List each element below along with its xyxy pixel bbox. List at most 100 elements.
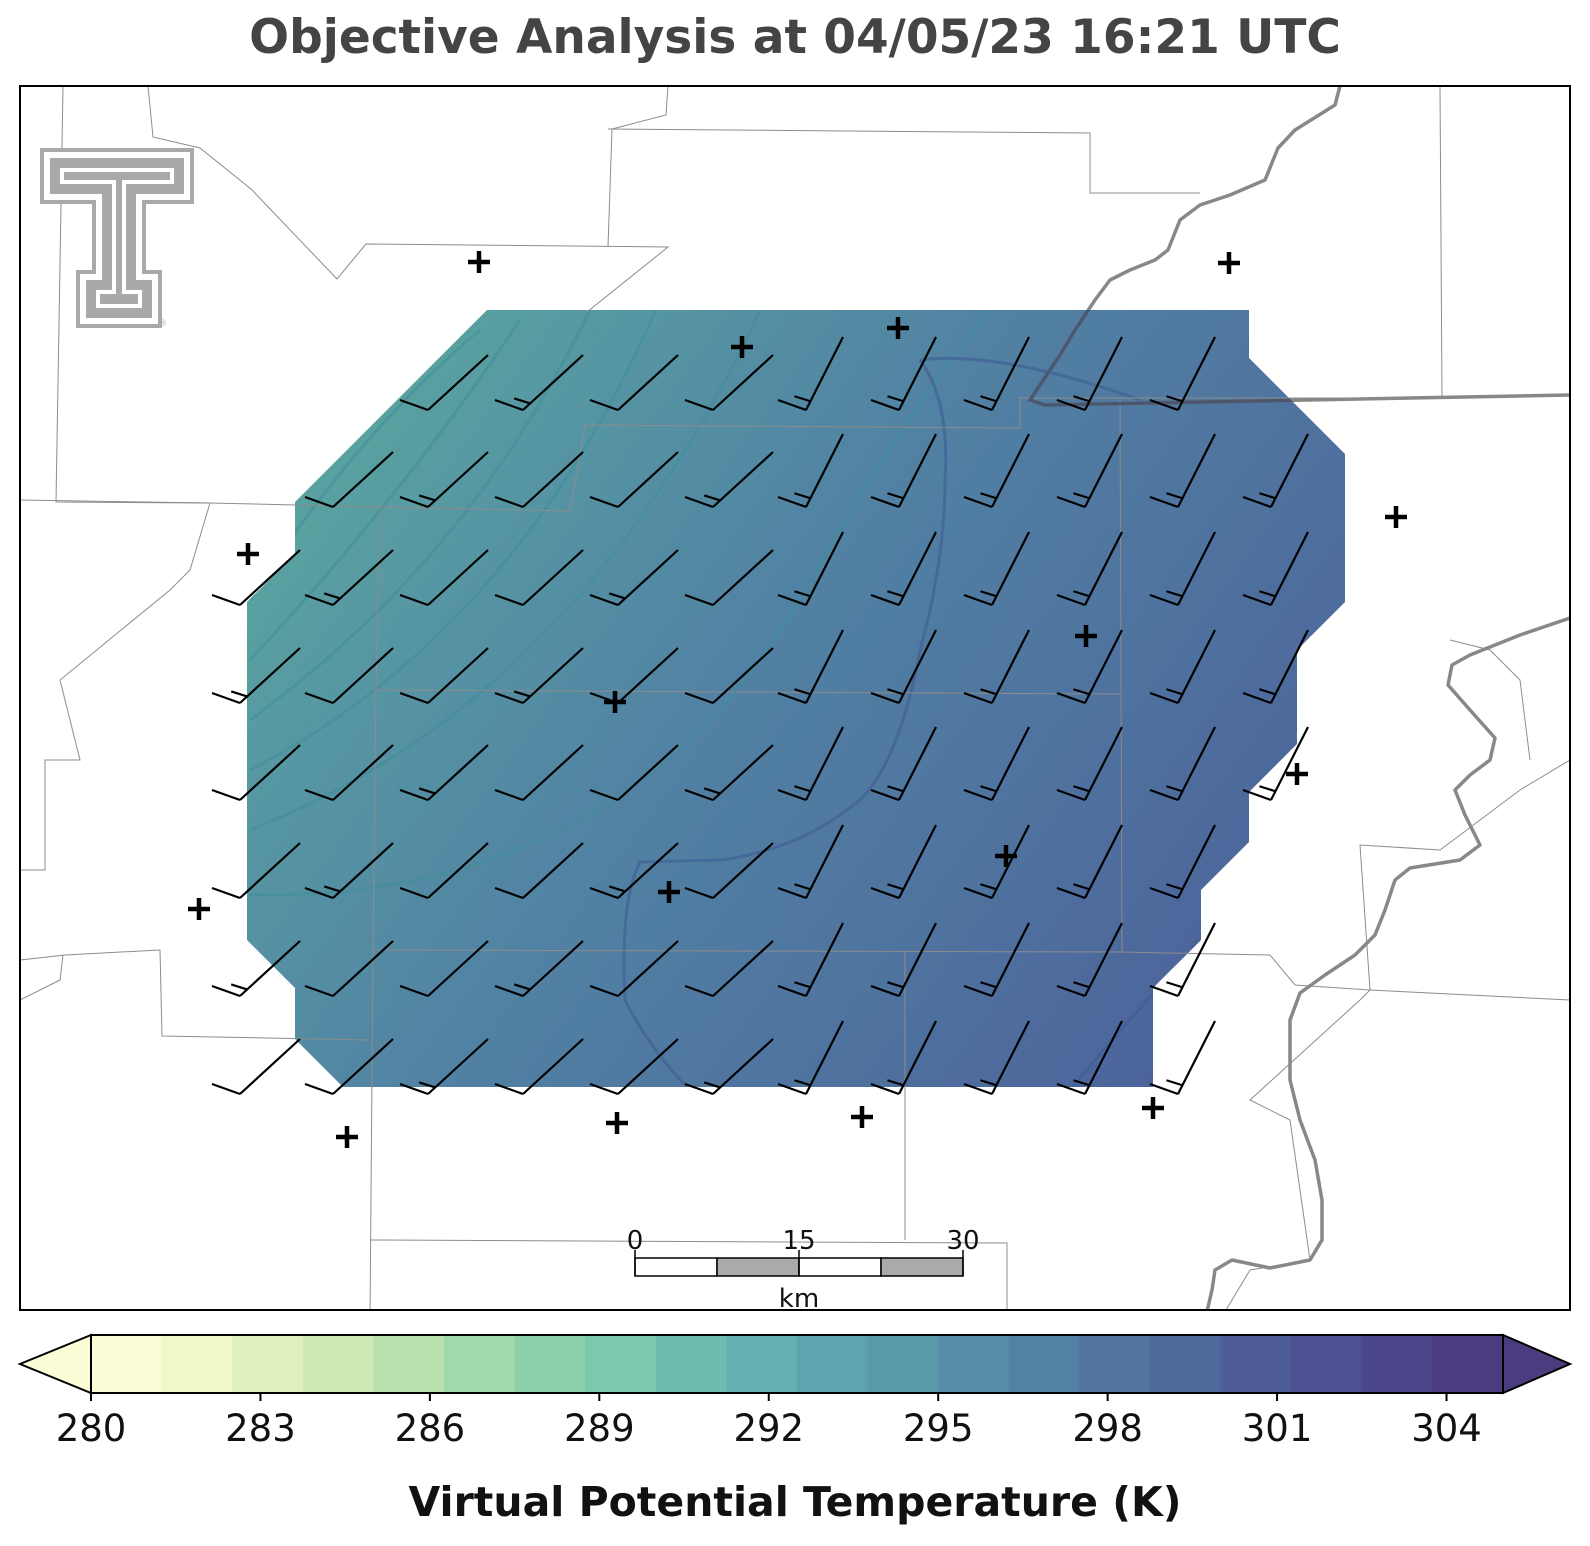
wind-barb xyxy=(589,842,679,900)
wind-barb xyxy=(684,451,774,509)
wind-barb xyxy=(494,1038,584,1096)
wind-barb xyxy=(399,744,489,802)
temperature-field xyxy=(247,310,1345,1087)
wind-barb xyxy=(1149,336,1216,412)
wind-barb xyxy=(589,549,679,607)
colorbar-extend-high xyxy=(1502,1333,1573,1395)
wind-barb xyxy=(870,433,937,509)
wind-barb xyxy=(777,531,844,607)
wind-barb xyxy=(399,1038,489,1096)
colorbar-cell xyxy=(444,1335,516,1393)
wind-barb xyxy=(777,629,844,705)
wind-barb xyxy=(870,531,937,607)
wind-barb xyxy=(963,1020,1030,1096)
wind-barb xyxy=(1056,336,1123,412)
station-markers xyxy=(188,251,1407,1148)
wind-barb xyxy=(1149,629,1216,705)
wind-barb xyxy=(211,1038,301,1096)
wind-barb xyxy=(589,744,679,802)
wind-barb xyxy=(494,842,584,900)
colorbar-extend-low xyxy=(17,1333,92,1395)
wind-barbs xyxy=(211,336,1309,1096)
wind-barb xyxy=(399,842,489,900)
colorbar-tick-label: 295 xyxy=(903,1407,974,1450)
station-marker xyxy=(336,1126,358,1148)
wind-barb xyxy=(1149,531,1216,607)
wind-barb xyxy=(304,940,394,998)
wind-barb xyxy=(399,940,489,998)
colorbar-cell xyxy=(514,1335,586,1393)
wind-barb xyxy=(1056,531,1123,607)
station-marker xyxy=(887,317,909,339)
wind-barb xyxy=(1149,726,1216,802)
wind-barb xyxy=(589,451,679,509)
texas-tech-logo: ® xyxy=(40,148,194,329)
colorbar-tick-label: 289 xyxy=(564,1407,635,1450)
wind-barb xyxy=(304,744,394,802)
station-marker xyxy=(1218,252,1240,274)
wind-barb xyxy=(684,842,774,900)
wind-barb xyxy=(494,744,584,802)
colorbar-cell xyxy=(1079,1335,1151,1393)
colorbar-tick-label: 280 xyxy=(56,1407,127,1450)
colorbar-cell xyxy=(91,1335,163,1393)
colorbar-tick-label: 292 xyxy=(733,1407,804,1450)
wind-barb xyxy=(304,549,394,607)
wind-barb xyxy=(494,940,584,998)
station-marker xyxy=(1142,1097,1164,1119)
wind-barb xyxy=(963,531,1030,607)
colorbar-tick-label: 298 xyxy=(1072,1407,1143,1450)
colorbar-tick-label: 286 xyxy=(395,1407,466,1450)
wind-barb xyxy=(1056,433,1123,509)
wind-barb xyxy=(870,629,937,705)
colorbar-tick-label: 301 xyxy=(1242,1407,1313,1450)
colorbar-cell xyxy=(1008,1335,1080,1393)
wind-barb xyxy=(1242,726,1309,802)
colorbar-tick-label: 304 xyxy=(1411,1407,1482,1450)
colorbar-label: Virtual Potential Temperature (K) xyxy=(408,1478,1182,1526)
station-marker xyxy=(731,336,753,358)
wind-barb xyxy=(399,647,489,705)
wind-barb xyxy=(777,922,844,998)
colorbar-cell xyxy=(161,1335,233,1393)
wind-barb xyxy=(304,647,394,705)
wind-barb xyxy=(777,824,844,900)
wind-barb xyxy=(494,354,584,412)
scale-tick-15: 15 xyxy=(782,1226,815,1256)
scale-unit: km xyxy=(779,1284,819,1314)
wind-barb xyxy=(963,336,1030,412)
wind-barb xyxy=(589,1038,679,1096)
station-marker xyxy=(468,251,490,273)
station-marker xyxy=(995,845,1017,867)
wind-barb xyxy=(1149,433,1216,509)
wind-barb xyxy=(211,647,301,705)
wind-barb xyxy=(1242,531,1309,607)
station-marker xyxy=(237,543,259,565)
wind-barb xyxy=(211,744,301,802)
wind-barb xyxy=(684,354,774,412)
wind-barb xyxy=(777,433,844,509)
wind-barb xyxy=(684,549,774,607)
colorbar-cell xyxy=(1432,1335,1504,1393)
station-marker xyxy=(606,1112,628,1134)
wind-barb xyxy=(1056,922,1123,998)
station-marker xyxy=(1075,625,1097,647)
wind-barb xyxy=(777,336,844,412)
wind-barb xyxy=(1149,824,1216,900)
wind-barb xyxy=(494,549,584,607)
wind-barb xyxy=(963,629,1030,705)
wind-barb xyxy=(1242,433,1309,509)
map-panel: ® 0 15 30 km xyxy=(19,85,1571,1314)
wind-barb xyxy=(1149,1020,1216,1096)
page-title: Objective Analysis at 04/05/23 16:21 UTC xyxy=(249,10,1341,65)
colorbar-cell xyxy=(1361,1335,1433,1393)
colorbar-frame xyxy=(90,1334,1504,1394)
wind-barb xyxy=(304,842,394,900)
wind-barb xyxy=(399,549,489,607)
colorbar-cell xyxy=(938,1335,1010,1393)
colorbar-tick-label: 283 xyxy=(225,1407,296,1450)
wind-barb xyxy=(684,647,774,705)
svg-text:®: ® xyxy=(158,319,167,329)
station-marker xyxy=(604,691,626,713)
station-marker xyxy=(1385,506,1407,528)
